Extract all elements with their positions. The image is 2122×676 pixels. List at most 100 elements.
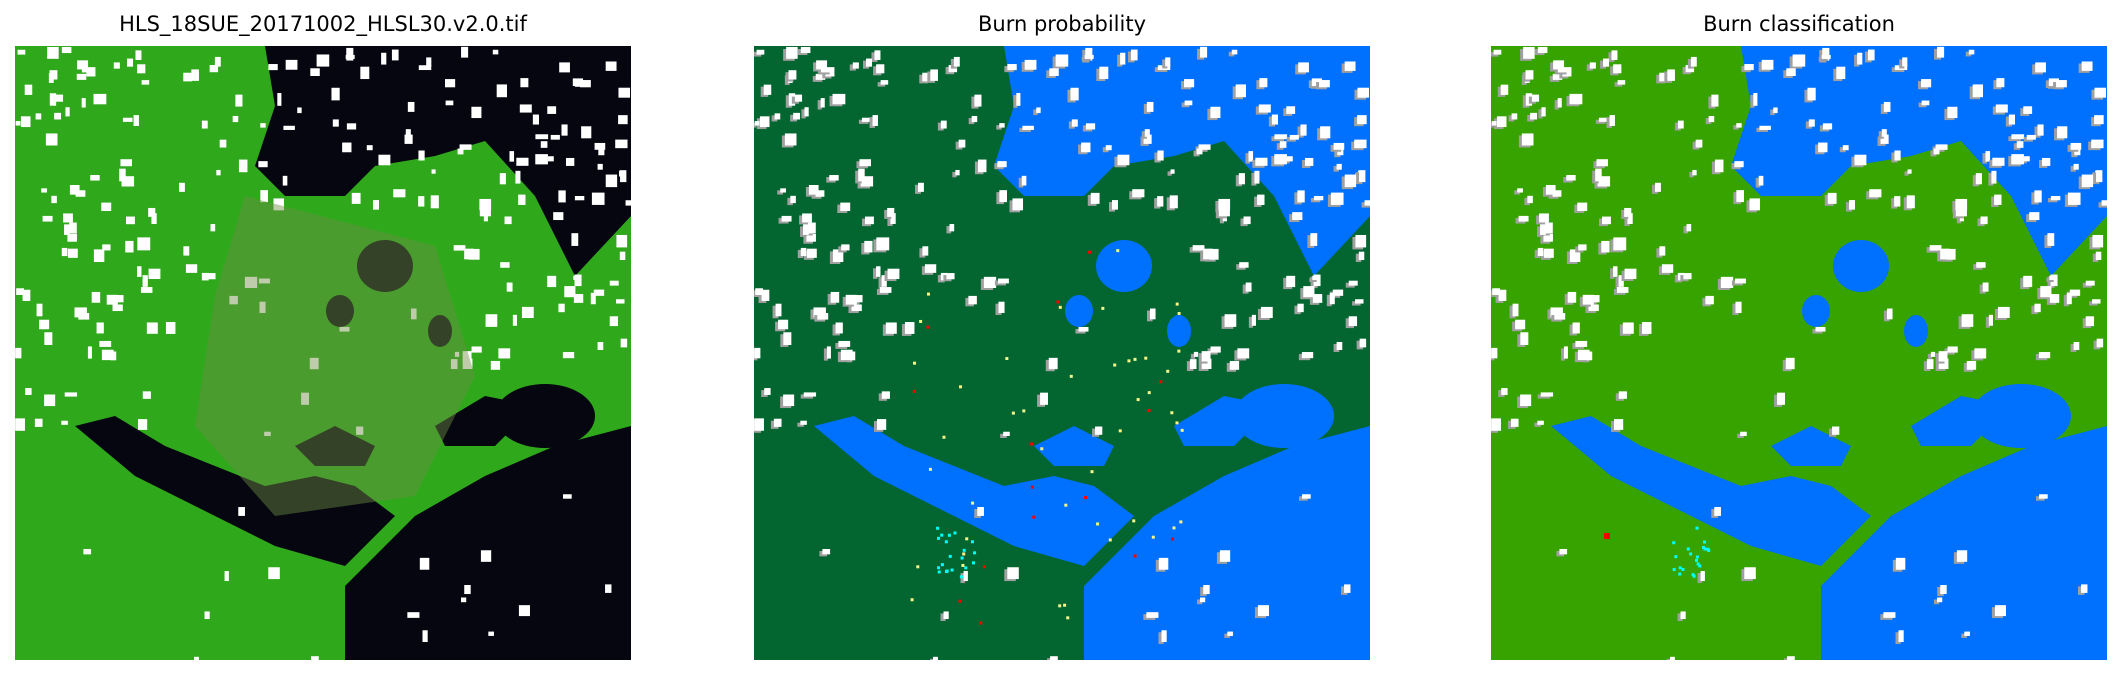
cyan-pixel <box>950 568 954 572</box>
cloud <box>1821 54 1831 59</box>
cloud <box>800 420 807 425</box>
cloud <box>1218 209 1230 217</box>
cloud-shadow <box>1333 165 1339 172</box>
cloud <box>1964 631 1970 636</box>
cloud <box>1055 54 1069 67</box>
cloud <box>2023 275 2033 288</box>
cloud <box>1940 248 1950 260</box>
burn-pixel <box>1096 522 1100 526</box>
cloud-shadow <box>946 226 952 234</box>
cloud <box>90 175 100 181</box>
cloud <box>1938 358 1949 369</box>
burn-pixel <box>1032 515 1036 519</box>
cloud-shadow <box>1146 310 1153 322</box>
cloud <box>1198 144 1211 150</box>
cloud-shadow <box>1102 147 1109 153</box>
panel-title-rgb: HLS_18SUE_20171002_HLSL30.v2.0.tif <box>119 12 527 36</box>
cloud-shadow <box>878 277 884 289</box>
cloud <box>1224 314 1237 327</box>
burn-pixel <box>1127 359 1131 363</box>
cloud <box>1539 213 1549 223</box>
cloud <box>121 176 135 187</box>
cloud <box>1243 216 1251 225</box>
cloud-shadow <box>1979 284 1986 294</box>
cloud <box>922 246 929 256</box>
cloud <box>820 98 825 108</box>
cloud <box>15 347 22 359</box>
cloud <box>1867 49 1875 61</box>
cloud <box>786 46 798 59</box>
cloud-shadow <box>772 305 779 319</box>
cloud <box>1972 84 1983 98</box>
cloud <box>547 156 554 162</box>
cloud <box>793 112 801 120</box>
cloud <box>802 213 812 223</box>
cloud <box>1297 303 1304 313</box>
cloud <box>794 94 803 102</box>
cloud <box>1537 420 1544 425</box>
cloud <box>125 216 135 225</box>
cloud-shadow <box>1514 190 1520 195</box>
cloud <box>1297 190 1305 203</box>
cloud <box>91 291 101 303</box>
cloud <box>840 202 851 212</box>
cloud <box>855 295 863 303</box>
cloud-shadow <box>1683 226 1689 234</box>
burn-pixel <box>919 319 923 323</box>
cloud <box>78 313 90 320</box>
cloud <box>593 289 605 296</box>
cloud <box>101 202 112 212</box>
cyan-pixel <box>1695 526 1699 530</box>
cloud <box>1289 134 1299 140</box>
cloud <box>1677 120 1684 129</box>
cloud-shadow <box>869 117 875 128</box>
cloud <box>1596 159 1608 167</box>
cloud <box>887 268 900 280</box>
cyan-pixel <box>1678 566 1682 570</box>
cyan-pixel <box>970 540 974 544</box>
burn-pixel <box>1147 409 1151 413</box>
cloud <box>874 50 881 60</box>
burn-pixel <box>913 361 917 365</box>
cloud <box>1974 348 1987 359</box>
burn-pixel <box>1133 554 1137 558</box>
cloud <box>1541 107 1546 117</box>
cloud <box>1613 266 1618 277</box>
cloud <box>1332 289 1344 296</box>
cloud <box>620 338 628 348</box>
cloud <box>922 72 931 82</box>
cloud <box>597 163 603 170</box>
cloud <box>775 303 782 317</box>
cloud <box>65 107 70 117</box>
cloud <box>1274 154 1287 165</box>
cloud-shadow <box>1242 284 1249 294</box>
cloud-shadow <box>1608 52 1615 62</box>
burn-pixel <box>1172 526 1176 530</box>
cloud <box>2081 174 2094 188</box>
cloud <box>430 195 439 209</box>
cloud <box>1257 605 1269 617</box>
cloud-shadow <box>1750 95 1755 108</box>
cloud <box>1130 49 1138 61</box>
cloud <box>1146 612 1159 618</box>
cloud <box>2037 124 2044 136</box>
cloud <box>339 326 350 332</box>
cloud <box>1271 114 1279 125</box>
cloud-shadow <box>1687 58 1694 69</box>
cloud-shadow <box>1610 268 1615 279</box>
cloud <box>1165 57 1171 67</box>
cloud <box>835 322 843 334</box>
cloud <box>285 59 298 70</box>
cloud <box>1255 157 1268 166</box>
burn-pixel <box>965 537 969 541</box>
cloud <box>1690 56 1697 67</box>
cloud <box>1761 59 1774 70</box>
cloud-shadow <box>1560 348 1565 361</box>
cloud <box>1310 233 1318 246</box>
cloud <box>953 56 960 67</box>
cloud <box>521 306 534 319</box>
burn-pixel <box>1170 411 1174 415</box>
cloud <box>229 295 238 305</box>
cloud <box>872 115 878 126</box>
cloud <box>838 340 851 347</box>
